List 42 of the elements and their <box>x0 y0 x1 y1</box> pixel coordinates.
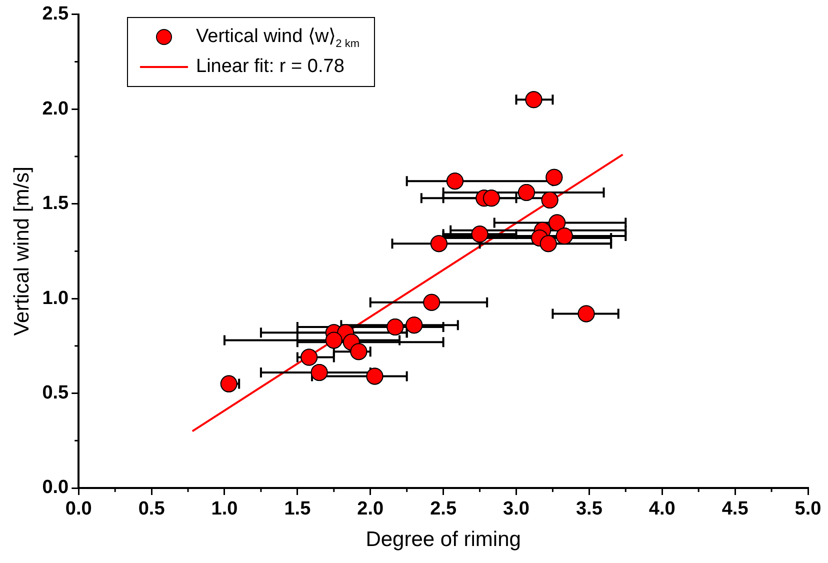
x-tick-label: 2.0 <box>357 498 384 520</box>
point <box>446 172 464 190</box>
x-tick-label: 1.0 <box>211 498 238 520</box>
point <box>430 235 448 252</box>
x-tick-label: 0.0 <box>65 498 92 520</box>
point <box>423 294 440 311</box>
point <box>541 192 558 209</box>
x-axis-title: Degree of riming <box>366 528 521 552</box>
point <box>548 214 566 232</box>
point <box>578 305 595 322</box>
point <box>350 343 368 360</box>
legend-label: Linear fit: r = 0.78 <box>196 56 344 78</box>
y-tick-label: 2.5 <box>42 4 70 25</box>
x-tick-label: 1.5 <box>284 498 312 520</box>
point <box>310 364 328 381</box>
point <box>540 235 557 252</box>
x-tick-label: 3.0 <box>503 498 530 520</box>
y-axis-title: Vertical wind [m/s] <box>10 166 34 336</box>
point <box>518 184 535 201</box>
point <box>546 168 563 186</box>
legend-label: Vertical wind ⟨w⟩$_{2 km}$ <box>196 25 360 50</box>
y-tick-label: 1.5 <box>42 193 70 214</box>
y-tick-label: 2.0 <box>42 98 69 120</box>
point <box>220 375 238 392</box>
point <box>386 318 404 336</box>
point <box>525 91 542 108</box>
x-tick-label: 5.0 <box>794 498 822 520</box>
y-tick-label: 0.0 <box>42 477 69 498</box>
point <box>406 316 423 334</box>
x-tick-label: 2.5 <box>430 498 457 520</box>
y-tick-label: 0.5 <box>42 382 70 404</box>
y-tick-label: 1.0 <box>42 288 69 309</box>
point <box>300 348 318 366</box>
point <box>325 332 342 349</box>
x-tick-label: 4.0 <box>648 498 676 520</box>
x-tick-label: 3.5 <box>576 498 603 520</box>
point <box>556 228 573 245</box>
point <box>482 190 500 207</box>
x-tick-label: 4.5 <box>722 498 749 520</box>
point <box>471 226 488 243</box>
x-tick-label: 0.5 <box>138 498 166 520</box>
point <box>366 368 384 385</box>
